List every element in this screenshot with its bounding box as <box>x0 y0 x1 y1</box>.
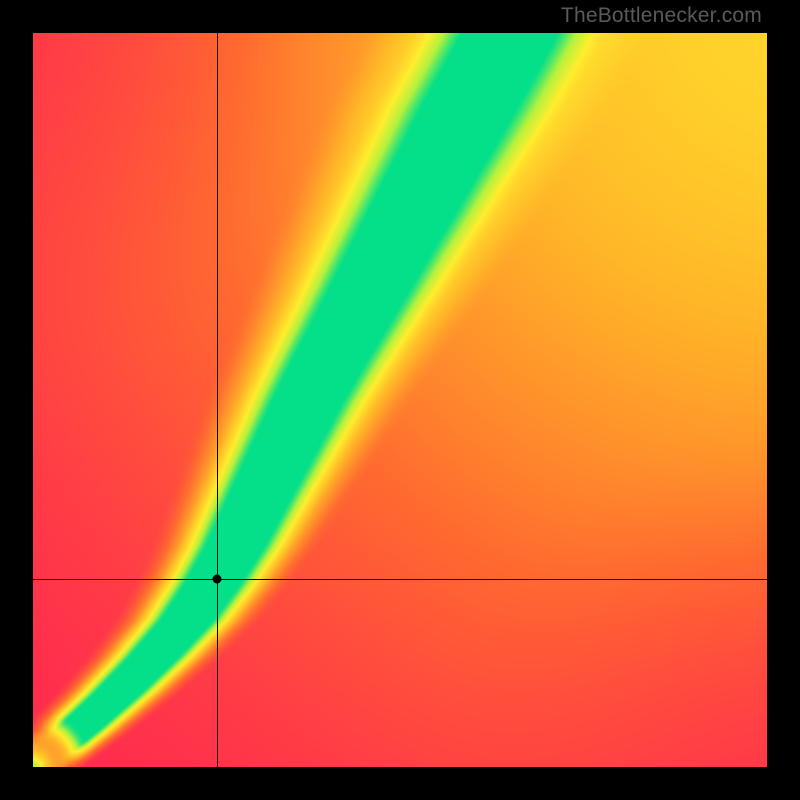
crosshair-point <box>212 575 221 584</box>
heatmap-plot <box>33 33 767 767</box>
crosshair-horizontal <box>33 579 767 580</box>
heatmap-canvas <box>33 33 767 767</box>
crosshair-vertical <box>217 33 218 767</box>
watermark-text: TheBottlenecker.com <box>561 4 762 28</box>
